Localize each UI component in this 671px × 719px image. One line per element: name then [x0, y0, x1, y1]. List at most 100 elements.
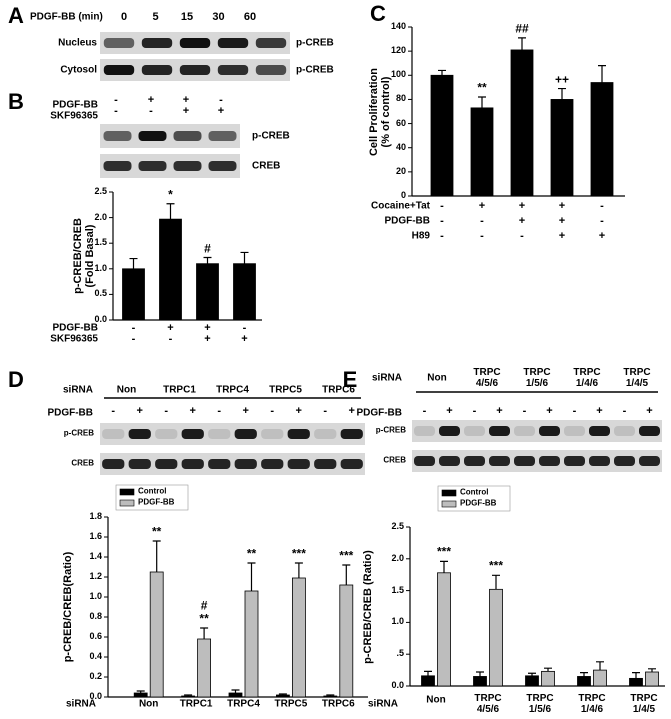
blot-row-label: PDGF-BB: [47, 407, 93, 419]
condition-sign: -: [440, 214, 444, 227]
condition-sign: -: [600, 214, 604, 227]
bar: [430, 74, 454, 197]
error-bar: [528, 672, 536, 676]
blot-band: [141, 38, 173, 48]
blot-group-label: TRPC4: [216, 384, 249, 396]
blot-band: [155, 429, 178, 439]
error-bar: [278, 693, 287, 695]
blot-background: [100, 423, 365, 445]
condition-sign: +: [204, 321, 211, 334]
error-bar: [478, 96, 486, 108]
error-bar: [632, 672, 640, 679]
condition-label: PDGF-BB: [52, 99, 98, 111]
blot-band: [514, 426, 535, 436]
blot-band: [287, 459, 310, 469]
condition-sign: -: [480, 229, 484, 242]
y-tick-label: 0: [400, 190, 406, 201]
bar: [197, 638, 212, 698]
blot-lane-label: 30: [212, 10, 225, 23]
bar: [593, 669, 607, 687]
blot-group-label: Non: [427, 372, 447, 384]
blot-band: [614, 456, 635, 466]
bar: [228, 692, 243, 698]
blot-band: [314, 429, 337, 439]
condition-sign: +: [182, 104, 190, 117]
significance-label: **: [246, 546, 257, 561]
error-bar: [596, 661, 604, 671]
blot-band: [102, 429, 125, 439]
panel-letter: B: [8, 88, 24, 114]
condition-sign: -: [520, 229, 524, 242]
blot-band: [103, 38, 135, 48]
blot-band: [173, 131, 202, 141]
panel-letter: E: [342, 366, 358, 392]
legend-swatch: [441, 489, 457, 497]
significance-label: **: [477, 80, 487, 95]
condition-sign: +: [241, 332, 248, 345]
blot-band: [181, 429, 204, 439]
blot-band: [255, 65, 287, 75]
condition-sign: +: [167, 321, 174, 334]
significance-label: ***: [339, 548, 354, 563]
significance-label: #: [204, 240, 211, 255]
error-bar: [424, 670, 432, 676]
y-axis-label: Cell Proliferation (% of control): [367, 67, 392, 156]
bar: [196, 263, 219, 321]
blot-header: siRNA: [371, 372, 402, 384]
blot-group-label: TRPC 4/5/6: [473, 367, 501, 389]
blot-band: [439, 426, 460, 436]
bar: [421, 675, 435, 687]
condition-sign: -: [149, 104, 153, 117]
bar: [629, 677, 643, 687]
y-tick-label: 1.4: [89, 551, 102, 562]
condition-sign: +: [546, 404, 553, 417]
blot-band: [340, 429, 363, 439]
blot-band: [414, 456, 435, 466]
blot-target-label: p-CREB: [296, 37, 334, 49]
y-tick-label: 0.5: [94, 288, 107, 299]
y-tick-label: 1.0: [89, 591, 102, 602]
bar: [470, 107, 494, 197]
condition-sign: -: [600, 199, 604, 212]
blot-band: [589, 456, 610, 466]
condition-label: SKF96365: [50, 333, 98, 345]
error-bar: [438, 69, 446, 76]
error-bar: [342, 564, 351, 585]
bar: [590, 82, 614, 197]
blot-band: [464, 426, 485, 436]
blot-group-label: TRPC6: [322, 384, 355, 396]
bar: [122, 268, 145, 321]
bar: [181, 695, 196, 698]
x-tick-label: Non: [426, 694, 446, 706]
blot-group-label: TRPC5: [269, 384, 302, 396]
condition-label: H89: [411, 230, 430, 242]
significance-label: *: [168, 187, 173, 202]
bar: [541, 670, 555, 687]
error-bar: [184, 694, 193, 696]
blot-band: [314, 459, 337, 469]
blot-target-label: p-CREB: [375, 425, 406, 435]
condition-sign: +: [182, 93, 190, 106]
blot-band: [138, 131, 167, 141]
blot-target-label: p-CREB: [296, 64, 334, 76]
y-tick-label: 0.0: [89, 691, 102, 702]
blot-band: [464, 456, 485, 466]
blot-group-label: TRPC 1/4/6: [573, 367, 601, 389]
error-bar: [558, 87, 566, 100]
error-bar: [294, 562, 303, 578]
condition-sign: -: [164, 404, 169, 417]
y-tick-label: 1.5: [391, 584, 404, 595]
significance-label: #: [200, 598, 208, 613]
blot-lane-label: 15: [180, 10, 194, 23]
blot-header: PDGF-BB (min): [30, 11, 103, 23]
blot-band: [181, 459, 204, 469]
y-tick-label: 2.0: [391, 552, 404, 563]
bar: [291, 577, 306, 698]
condition-sign: +: [217, 104, 225, 117]
x-tick-label: TRPC 1/5/6: [526, 693, 554, 715]
y-tick-label: 1.6: [89, 531, 102, 542]
legend-swatch: [441, 500, 457, 508]
bar: [489, 588, 503, 687]
bar: [275, 694, 290, 698]
y-tick-label: .5: [396, 648, 404, 659]
